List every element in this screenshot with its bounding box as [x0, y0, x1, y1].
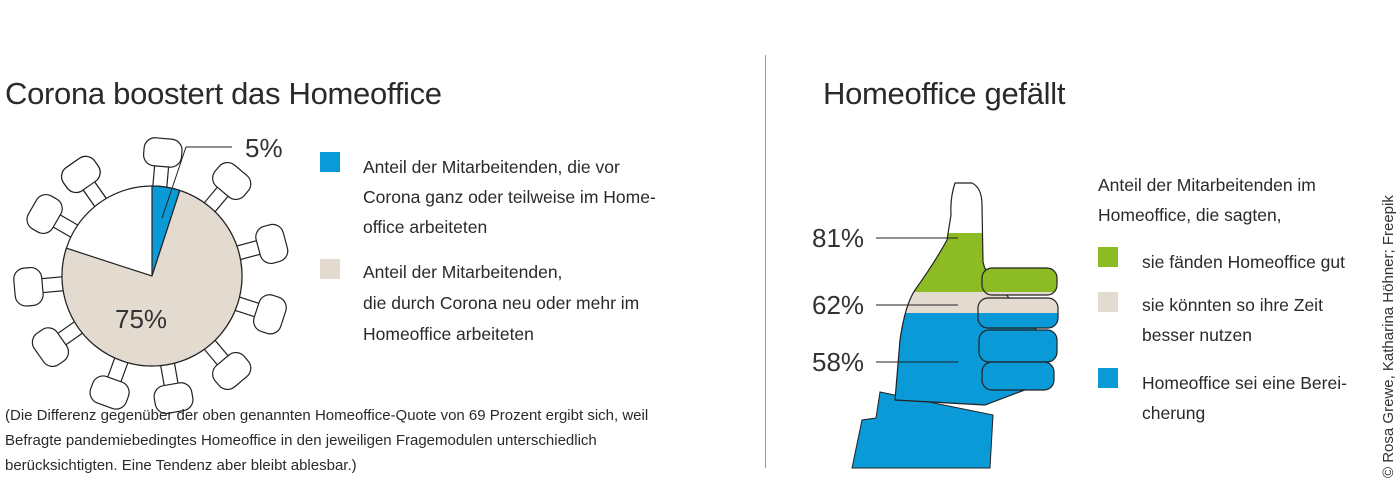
finger-2: [978, 329, 1058, 363]
spike-knob: [153, 382, 194, 415]
title-corona: Corona boostert das Homeoffice: [5, 76, 442, 111]
footnote-line: berücksichtigten. Eine Tendenz aber blei…: [5, 457, 357, 474]
spike-knob: [61, 155, 101, 194]
footnote-line: Befragte pandemiebedingtes Homeoffice in…: [5, 432, 597, 449]
label-81-percent: 81%: [812, 223, 864, 253]
legend-line: office arbeiteten: [363, 217, 488, 237]
virus-spike: [142, 137, 183, 192]
footnote-line: (Die Differenz gegenüber der oben genann…: [5, 407, 649, 424]
label-62-percent: 62%: [812, 290, 864, 320]
legend-time: sie könnten so ihre Zeit besser nutzen: [1142, 290, 1323, 350]
legend-swatch-beige: [320, 259, 340, 279]
spike-knob: [212, 351, 252, 391]
spike-knob: [26, 193, 63, 235]
spike-knob: [212, 161, 252, 201]
spike-knob: [253, 294, 287, 335]
pie-slice-1: [61, 189, 243, 367]
spike-knob: [13, 266, 44, 307]
legend-swatch-green: [1098, 247, 1118, 267]
legend-line: besser nutzen: [1142, 325, 1252, 345]
finger-3: [981, 361, 1055, 391]
legend-line: Corona ganz oder teilweise im Home-: [363, 187, 656, 207]
legend-good: sie fänden Homeoffice gut: [1142, 247, 1345, 277]
finger-1: [977, 297, 1059, 329]
legend-line: sie fänden Homeoffice gut: [1142, 252, 1346, 272]
virus-spike: [232, 223, 289, 265]
virus-pie-chart: 5% 75%: [13, 133, 289, 415]
legend-line: cherung: [1142, 403, 1206, 423]
legend-line: Anteil der Mitarbeitenden, die vor: [363, 157, 620, 177]
legend-enrichment: Homeoffice sei eine Berei- cherung: [1142, 368, 1347, 428]
intro-line: Homeoffice, die sagten,: [1098, 205, 1282, 225]
title-homeoffice: Homeoffice gefällt: [823, 76, 1066, 111]
virus-spike: [13, 266, 68, 307]
credit: © Rosa Grewe, Katharina Höhner; Freepik: [1380, 195, 1397, 478]
intro-line: Anteil der Mitarbeitenden im: [1098, 175, 1316, 195]
spike-knob: [255, 223, 289, 265]
spike-knob: [31, 327, 70, 367]
legend-line: Anteil der Mitarbeitenden,: [363, 262, 563, 282]
label-58-percent: 58%: [812, 347, 864, 377]
hand-palm: [894, 182, 1046, 406]
leader-line-5: [161, 146, 232, 219]
legend-intro: Anteil der Mitarbeitenden im Homeoffice,…: [1098, 170, 1316, 230]
divider: [765, 55, 766, 468]
legend-line: sie könnten so ihre Zeit: [1142, 295, 1323, 315]
legend-swatch-beige: [1098, 292, 1118, 312]
legend-swatch-blue: [1098, 368, 1118, 388]
spike-knob: [89, 375, 130, 410]
footnote: (Die Differenz gegenüber der oben genann…: [5, 403, 648, 478]
legend-swatch-blue: [320, 152, 340, 172]
label-75-percent: 75%: [115, 304, 167, 334]
legend-line: Homeoffice arbeiteten: [363, 324, 534, 344]
finger-0: [981, 267, 1058, 296]
spike-knob: [142, 137, 183, 168]
label-5-percent: 5%: [245, 133, 283, 163]
sleeve: [851, 391, 994, 469]
legend-line: Homeoffice sei eine Berei-: [1142, 373, 1347, 393]
legend-line: die durch Corona neu oder mehr im: [363, 293, 640, 313]
legend-through-corona: Anteil der Mitarbeitenden, die durch Cor…: [363, 257, 639, 350]
legend-before-corona: Anteil der Mitarbeitenden, die vor Coron…: [363, 152, 656, 242]
virus-spike: [153, 358, 194, 415]
